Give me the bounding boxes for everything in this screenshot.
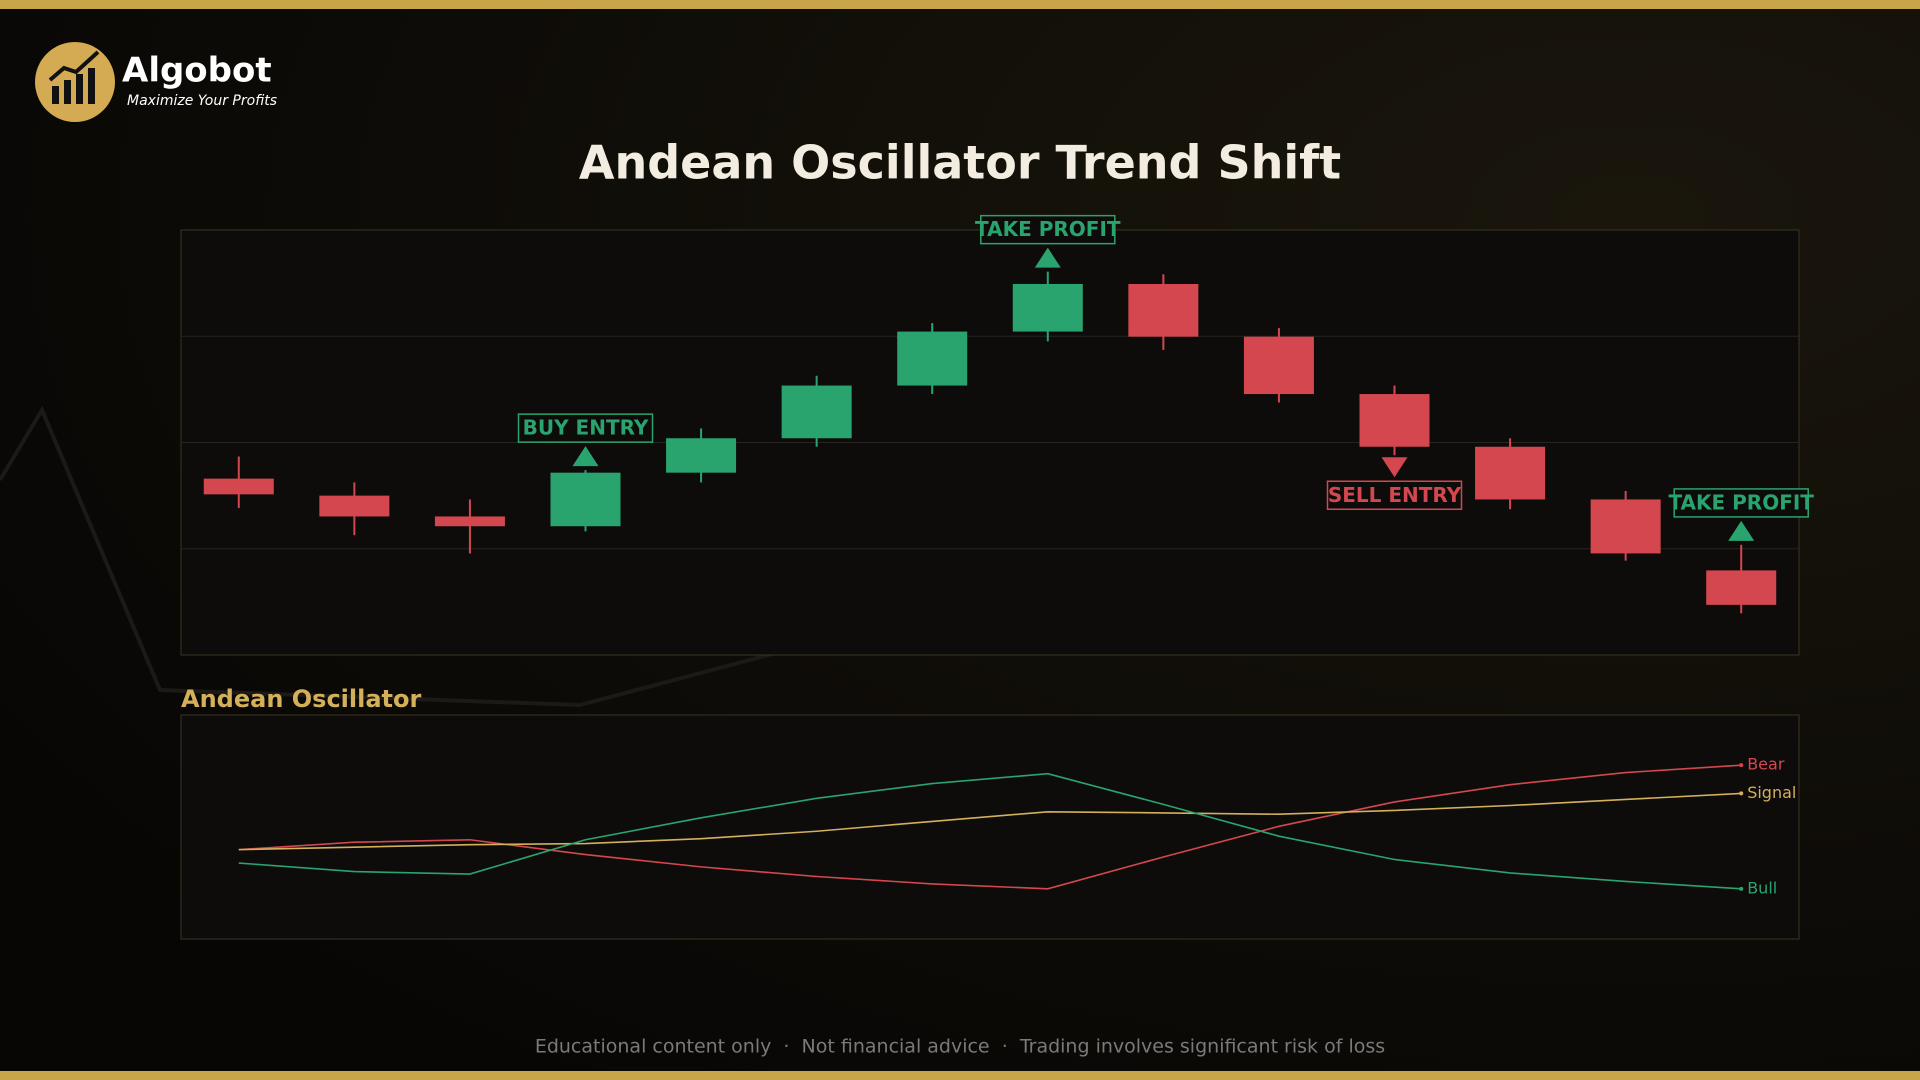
annotation-label: SELL ENTRY [1328, 483, 1462, 507]
candle-body [1359, 394, 1430, 447]
candle-body [666, 438, 737, 473]
logo-badge [35, 42, 115, 122]
candle-body [897, 331, 968, 386]
line-end-dot [1739, 886, 1744, 891]
logo-icon [88, 68, 95, 104]
brand-name: Algobot [122, 51, 272, 91]
annotation-box [1326, 480, 1463, 510]
line-end-dot [1739, 791, 1744, 796]
oscillator-title: Andean Oscillator [181, 685, 422, 713]
footer: Educational content only · Not financial… [535, 1036, 1385, 1058]
annotation-label: TAKE PROFIT [1668, 490, 1814, 514]
legend-label: Bull [1747, 878, 1777, 897]
signal-arrow [572, 446, 599, 467]
logo-icon [76, 74, 83, 104]
candle-body [1243, 336, 1314, 395]
oscillator-panel [180, 714, 1800, 940]
oscillator-line [238, 792, 1742, 851]
legend-label: Bear [1747, 755, 1785, 774]
candle-body [1012, 283, 1083, 332]
candle-body [434, 516, 505, 527]
candle-body [1706, 570, 1777, 605]
candle-body [781, 385, 852, 439]
candle-body [1475, 446, 1546, 500]
logo-icon [64, 80, 71, 104]
candle-body [1590, 499, 1661, 554]
brand-tagline: Maximize Your Profits [127, 93, 277, 109]
candle-body [1128, 283, 1199, 337]
logo-icon [48, 50, 100, 82]
logo: Algobot Maximize Your Profits [35, 42, 277, 122]
top-bar [0, 0, 1920, 9]
signal-arrow [1381, 457, 1408, 478]
signal-arrow [1728, 520, 1755, 541]
annotation-box [980, 214, 1116, 245]
oscillator-line [238, 772, 1742, 890]
candle-body [203, 478, 274, 495]
annotation-label: BUY ENTRY [523, 416, 649, 440]
chart-title: Andean Oscillator Trend Shift [579, 136, 1341, 190]
oscillator-line [238, 764, 1742, 890]
legend-label: Signal [1747, 783, 1796, 802]
candle-body [550, 472, 621, 527]
logo-icon [52, 86, 59, 104]
candle-body [319, 495, 390, 517]
line-end-dot [1739, 763, 1744, 768]
annotation-box [517, 413, 654, 443]
signal-arrow [1034, 247, 1061, 268]
bottom-bar [0, 1071, 1920, 1080]
annotation-box [1673, 488, 1809, 518]
annotation-label: TAKE PROFIT [975, 217, 1121, 241]
